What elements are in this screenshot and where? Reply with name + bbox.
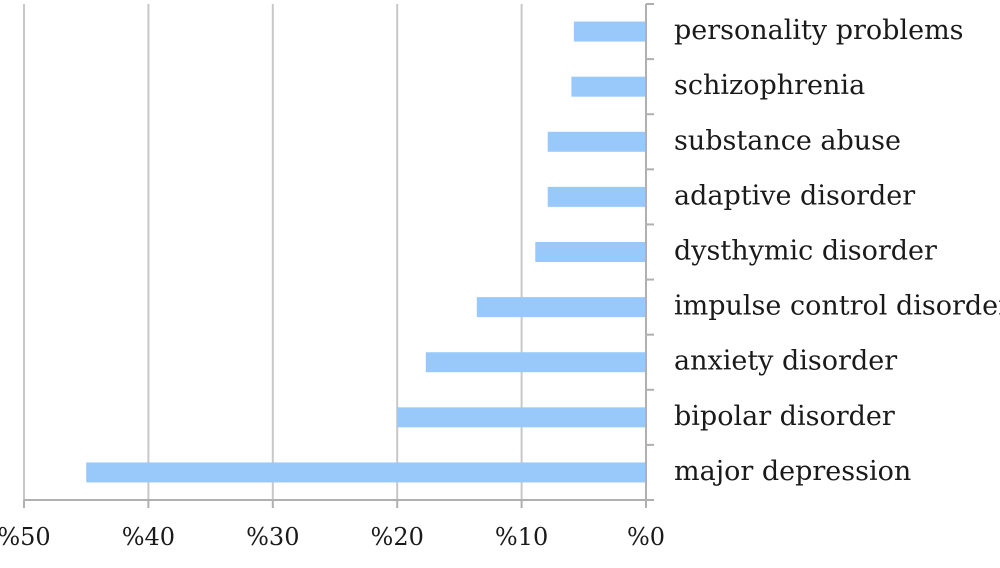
bar-major-depression — [86, 462, 646, 483]
category-labels: personality problems schizophrenia substan… — [674, 15, 1000, 487]
x-tick-label: %20 — [371, 523, 424, 551]
category-label: dysthymic disorder — [674, 236, 937, 267]
bar-impulse-control-disorder — [476, 297, 646, 318]
x-tick-label: %40 — [122, 523, 175, 551]
category-label: impulse control disorder — [674, 291, 1000, 322]
category-label: anxiety disorder — [674, 346, 897, 377]
category-label: personality problems — [674, 15, 964, 46]
x-tick-label: %0 — [627, 523, 665, 551]
tick-labels: %50 %40 %30 %20 %10 %0 — [0, 523, 665, 551]
x-tick-label: %50 — [0, 523, 51, 551]
x-tick-label: %30 — [246, 523, 299, 551]
x-tick-label: %10 — [495, 523, 548, 551]
bar-adaptive-disorder — [547, 186, 646, 207]
bars — [86, 21, 646, 483]
category-label: schizophrenia — [674, 70, 865, 101]
axes — [23, 3, 654, 508]
bar-bipolar-disorder — [397, 407, 646, 428]
bar-dysthymic-disorder — [535, 242, 646, 262]
bar-personality-problems — [573, 21, 646, 42]
bar-schizophrenia — [571, 76, 646, 97]
category-label: bipolar disorder — [674, 401, 895, 432]
bar-substance-abuse — [547, 131, 646, 152]
category-label: major depression — [674, 456, 911, 487]
bar-anxiety-disorder — [425, 352, 646, 373]
category-label: adaptive disorder — [674, 180, 915, 211]
category-label: substance abuse — [674, 125, 901, 156]
